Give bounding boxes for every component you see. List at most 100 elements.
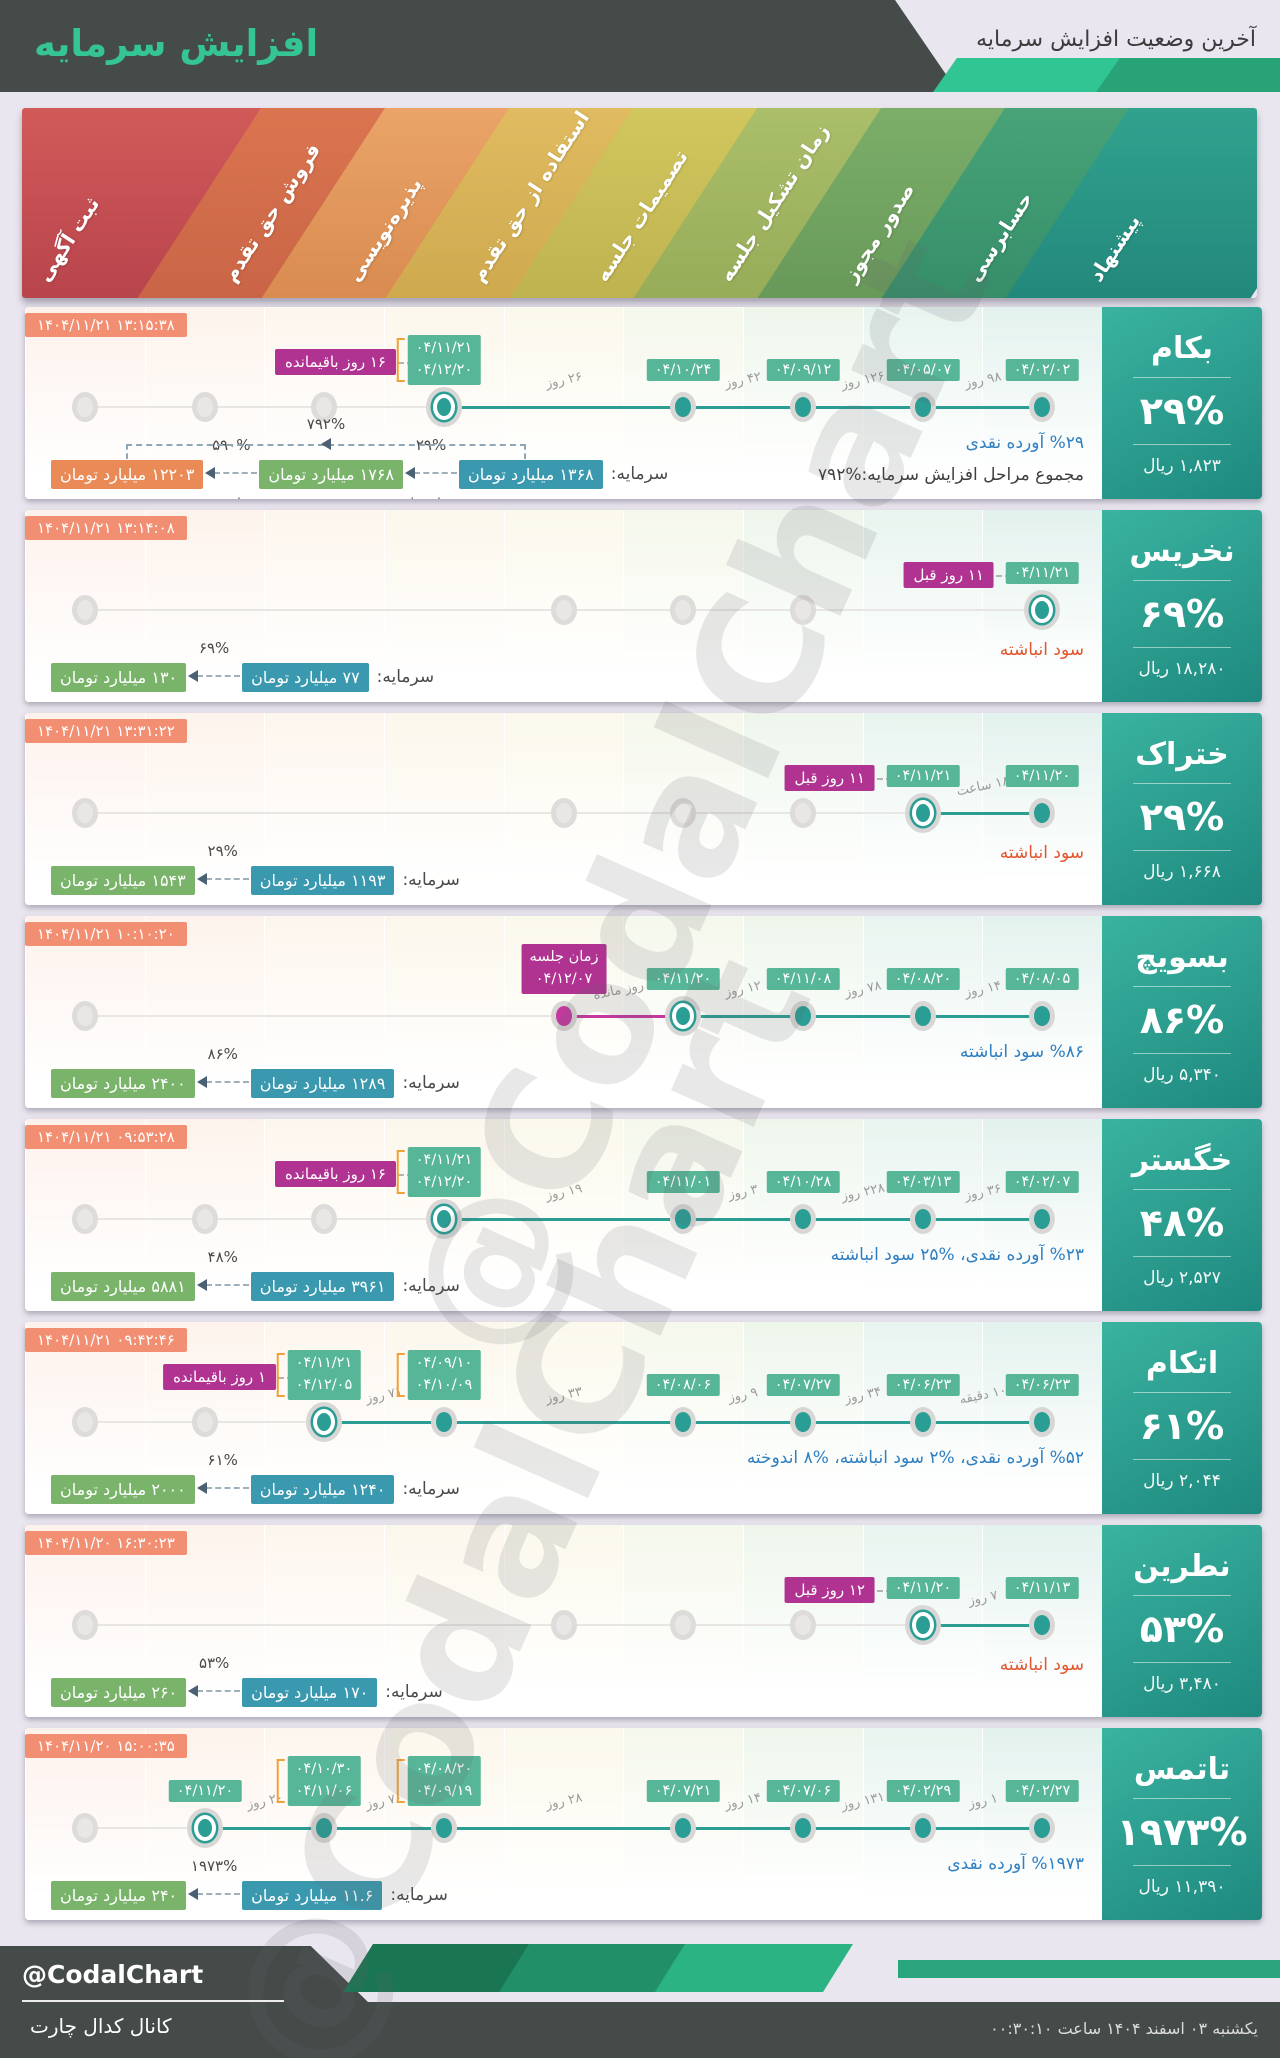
- date-line: ۰۴/۱۱/۰۶: [295, 1782, 353, 1799]
- capital-value-chip: ۱۳۶۸ میلیارد تومان: [459, 459, 603, 489]
- company-name: بکام: [1151, 330, 1213, 366]
- arrow-head-icon: [321, 438, 331, 450]
- active-stage-dot: [672, 1003, 694, 1029]
- capital-strip: ۲۶۰ میلیارد تومان ۵۳% ۱۷۰ میلیارد تومان سرم…: [51, 1654, 443, 1709]
- arrow-dash: [197, 1690, 241, 1692]
- stage-dot: [790, 1204, 816, 1234]
- share-price: ۲,۵۲۷ ریال: [1143, 1267, 1221, 1288]
- funding-note: %۵۲ آورده نقدی، %۲ سود انباشته، %۸ اندوخ…: [746, 1448, 1084, 1468]
- footer-green-stripe: [655, 1944, 853, 1992]
- timeline-segment: [562, 1009, 683, 1023]
- panel-divider: [1133, 849, 1231, 851]
- company-name: نخریس: [1129, 533, 1235, 569]
- capital-value-chip: ۲۶۰ میلیارد تومان: [51, 1677, 187, 1707]
- date-line: ۰۴/۱۱/۲۱: [295, 1355, 353, 1371]
- increase-percent: ۲۹%: [1139, 794, 1225, 839]
- days-remaining-badge: ۱۶ روز باقیمانده: [275, 349, 396, 375]
- stage-dot: [1029, 1610, 1055, 1640]
- placeholder-dot: [311, 392, 337, 422]
- date-line: ۰۴/۱۲/۲۰: [415, 361, 473, 378]
- date-line: ۰۴/۱۱/۱۳: [1013, 1580, 1071, 1596]
- stage-date-chip: ۰۴/۰۷/۲۱: [646, 1780, 720, 1802]
- date-line: ۰۴/۱۱/۲۰: [894, 1580, 952, 1596]
- retained-earnings-note: سود انباشته: [999, 843, 1084, 863]
- date-line: ۰۴/۱۱/۲۱: [415, 340, 473, 356]
- capital-arrow: ۶۹%: [186, 639, 242, 694]
- timeline-segment: [444, 406, 683, 409]
- placeholder-dot: [790, 798, 816, 828]
- stage-date-chip: ۰۴/۰۶/۲۳: [1005, 1374, 1079, 1396]
- timeline-segment: [803, 1421, 923, 1424]
- stage-dot: [1029, 798, 1055, 828]
- timestamp-chip: ۱۴۰۴/۱۱/۲۱ ۰۹:۵۳:۲۸: [25, 1125, 187, 1149]
- date-line: ۰۴/۱۰/۰۹: [415, 1376, 473, 1393]
- stage-date-chip: ۰۴/۱۱/۲۰: [646, 968, 720, 990]
- footer-green-bar: [898, 1960, 1280, 1978]
- increase-percent-label: ۵۳%: [198, 1654, 230, 1672]
- placeholder-dot: [72, 798, 98, 828]
- date-line: ۰۴/۱۱/۲۰: [176, 1783, 234, 1799]
- stage-date-chip: ۰۴/۰۷/۰۶: [766, 1780, 840, 1802]
- date-line: ۰۴/۱۲/۰۷: [535, 970, 593, 987]
- company-rows: ۱۴۰۴/۱۱/۲۱ ۱۳:۱۵:۳۸ ۲۶ روز ۴۲ روز ۱۲۶ روز ۹۸…: [25, 307, 1262, 1931]
- footer-handle: @CodalChart: [22, 1960, 204, 1989]
- company-name: تاتمس: [1133, 1751, 1231, 1787]
- funding-note: %۲۳ آورده نقدی، %۲۵ سود انباشته: [830, 1245, 1084, 1265]
- timeline-segment: [923, 1015, 1042, 1018]
- stage-dot: [1029, 1001, 1055, 1031]
- date-line: ۰۴/۰۹/۱۲: [774, 362, 832, 378]
- stage-column: [982, 1525, 1103, 1717]
- date-line: ۰۴/۰۲/۰۲: [1013, 362, 1071, 378]
- date-line: ۰۴/۰۲/۲۹: [894, 1783, 952, 1799]
- stage-dot: [790, 1407, 816, 1437]
- panel-divider: [1133, 646, 1231, 648]
- stage-dot: [1029, 1813, 1055, 1843]
- company-panel: ختراک ۲۹% ۱,۶۶۸ ریال: [1102, 713, 1262, 905]
- stage-date-chip: ۰۴/۰۶/۲۳: [886, 1374, 960, 1396]
- placeholder-dot: [72, 1204, 98, 1234]
- stage-dot: [910, 1001, 936, 1031]
- capital-label: سرمایه:: [402, 870, 460, 890]
- timeline-segment: [683, 1218, 803, 1221]
- panel-divider: [1133, 443, 1231, 445]
- panel-divider: [1133, 1255, 1231, 1257]
- arrow-head-icon: [196, 873, 207, 885]
- company-row: ۱۴۰۴/۱۱/۲۱ ۱۳:۱۴:۰۸ ۰۴/۱۱/۲۱ ۱۱ روز قبل سود…: [25, 510, 1262, 702]
- stage-dot: [910, 392, 936, 422]
- stage-date-chip: ۰۴/۰۸/۲۰ ۰۴/۰۹/۱۹: [396, 1756, 481, 1806]
- stage-date-chip: ۰۴/۰۹/۱۲: [766, 359, 840, 381]
- date-line: ۰۴/۰۲/۲۷: [1013, 1783, 1071, 1799]
- timeline-segment: [803, 1827, 923, 1830]
- placeholder-dot: [551, 798, 577, 828]
- arrow-head-icon: [196, 1482, 207, 1494]
- capital-value-chip: ۱۲۸۹ میلیارد تومان: [250, 1068, 395, 1098]
- date-line: ۰۴/۰۸/۲۰: [415, 1761, 473, 1777]
- share-price: ۱۸,۲۸۰ ریال: [1138, 658, 1226, 679]
- capital-arrow: ۴۸%: [195, 1248, 251, 1303]
- active-stage-dot: [1031, 597, 1053, 623]
- capital-arrow: ۵۳%: [186, 1654, 242, 1709]
- company-row: ۱۴۰۴/۱۱/۲۰ ۱۶:۳۰:۲۳ ۷ روز ۰۴/۱۱/۱۳ ۰۴/۱۱/۲۰…: [25, 1525, 1262, 1717]
- capital-value-chip: ۳۹۶۱ میلیارد تومان: [250, 1271, 395, 1301]
- timestamp-chip: ۱۴۰۴/۱۱/۲۱ ۰۹:۴۲:۴۶: [25, 1328, 187, 1352]
- timestamp-chip: ۱۴۰۴/۱۱/۲۰ ۱۵:۰۰:۳۵: [25, 1734, 187, 1758]
- timeline-segment: [923, 1421, 1042, 1424]
- stage-column: [384, 713, 504, 905]
- stage-dot: [1029, 1407, 1055, 1437]
- capital-value-chip: ۱۲۴۰ میلیارد تومان: [250, 1474, 395, 1504]
- company-name: خگستر: [1131, 1142, 1233, 1178]
- capital-strip: ۵۸۸۱ میلیارد تومان ۴۸% ۳۹۶۱ میلیارد تومان س…: [51, 1248, 460, 1303]
- stage-column: [503, 1728, 624, 1920]
- share-price: ۱,۸۲۳ ریال: [1143, 455, 1221, 476]
- timeline-segment: [444, 1827, 683, 1830]
- date-line: ۰۴/۱۱/۰۱: [654, 1174, 712, 1190]
- capital-value-chip: ۱۷۶۸ میلیارد تومان: [259, 459, 404, 489]
- increase-percent: ۴۸%: [1139, 1200, 1225, 1245]
- stage-date-chip: ۰۴/۱۰/۳۰ ۰۴/۱۱/۰۶: [276, 1756, 361, 1806]
- increase-percent: ۶۹%: [1139, 591, 1225, 636]
- panel-divider: [1133, 376, 1231, 378]
- date-line: ۰۴/۰۹/۱۹: [415, 1782, 473, 1799]
- timeline-segment: [923, 1218, 1042, 1221]
